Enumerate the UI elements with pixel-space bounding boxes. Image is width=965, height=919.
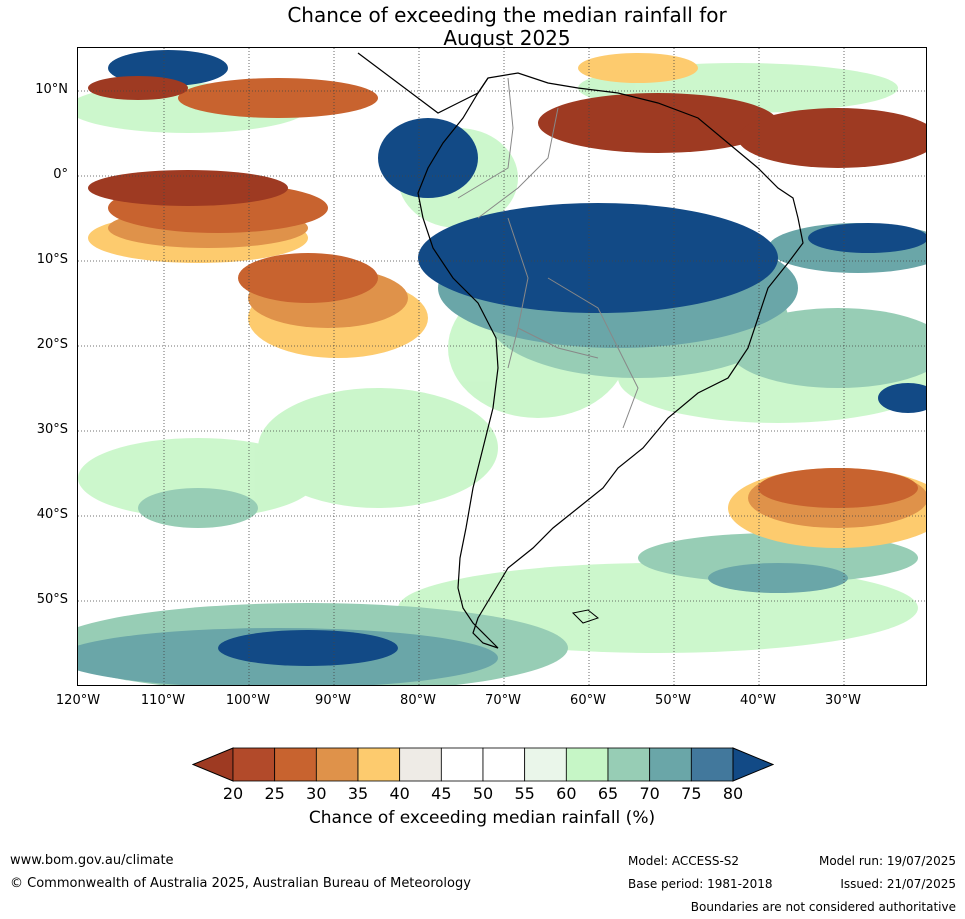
colorbar-segment bbox=[440, 747, 484, 782]
lat-label-10n: 10°N bbox=[35, 82, 68, 97]
lon-label-60w: 60°W bbox=[570, 693, 606, 708]
lat-label-50s: 50°S bbox=[36, 592, 68, 607]
colorbar-tick-label: 45 bbox=[431, 784, 452, 803]
lon-label-80w: 80°W bbox=[400, 693, 436, 708]
colorbar-tick-label: 55 bbox=[514, 784, 535, 803]
footer-url[interactable]: www.bom.gov.au/climate bbox=[10, 853, 174, 868]
lat-label-40s: 40°S bbox=[36, 507, 68, 522]
dark-blue-areas bbox=[108, 50, 926, 666]
colorbar-tick-label: 40 bbox=[389, 784, 410, 803]
lon-label-120w: 120°W bbox=[55, 693, 101, 708]
lat-label-10s: 10°S bbox=[36, 252, 68, 267]
colorbar-tick-label: 80 bbox=[722, 784, 744, 803]
title-line-2: August 2025 bbox=[443, 26, 571, 50]
lon-label-30w: 30°W bbox=[825, 693, 861, 708]
colorbar-tick-label: 35 bbox=[347, 784, 369, 803]
footer-model-run: Model run: 19/07/2025 bbox=[818, 854, 956, 868]
lat-label-0: 0° bbox=[53, 167, 68, 182]
colorbar bbox=[192, 747, 774, 782]
colorbar-tick-label: 60 bbox=[556, 784, 577, 803]
lat-label-20s: 20°S bbox=[36, 337, 68, 352]
footer-copyright: © Commonwealth of Australia 2025, Austra… bbox=[10, 876, 471, 891]
lon-label-50w: 50°W bbox=[655, 693, 691, 708]
colorbar-segment bbox=[607, 747, 651, 782]
colorbar-segment bbox=[524, 747, 567, 782]
footer-issued: Issued: 21/07/2025 bbox=[840, 877, 956, 891]
map-title: Chance of exceeding the median rainfall … bbox=[0, 4, 965, 50]
central-america bbox=[357, 52, 489, 114]
falkland-islands bbox=[571, 609, 600, 624]
footer-model: Model: ACCESS-S2 bbox=[628, 854, 740, 868]
colorbar-under-arrow bbox=[192, 747, 234, 782]
colorbar-tick-label: 25 bbox=[264, 784, 285, 803]
colorbar-label: Chance of exceeding median rainfall (%) bbox=[308, 808, 656, 828]
map-canvas bbox=[78, 48, 926, 685]
rainfall-map[interactable] bbox=[77, 47, 927, 686]
lat-label-30s: 30°S bbox=[36, 422, 68, 437]
colorbar-segment bbox=[315, 747, 359, 782]
lon-label-100w: 100°W bbox=[225, 693, 271, 708]
colorbar-tick-label: 20 bbox=[222, 784, 244, 803]
graticule bbox=[78, 48, 926, 685]
footer-disclaimer: Boundaries are not considered authoritat… bbox=[690, 900, 956, 914]
colorbar-segment bbox=[649, 747, 692, 782]
colorbar-tick-label: 65 bbox=[597, 784, 619, 803]
colorbar-tick-label: 50 bbox=[472, 784, 494, 803]
colorbar-segment bbox=[690, 747, 734, 782]
lon-label-110w: 110°W bbox=[140, 693, 186, 708]
coastline bbox=[417, 72, 804, 649]
colorbar-segment bbox=[274, 747, 317, 782]
colorbar-segment bbox=[357, 747, 401, 782]
country-borders bbox=[457, 77, 639, 429]
colorbar-segment bbox=[399, 747, 442, 782]
lon-label-90w: 90°W bbox=[315, 693, 351, 708]
colorbar-segment bbox=[565, 747, 609, 782]
footer-base-period: Base period: 1981-2018 bbox=[628, 877, 773, 891]
lon-label-70w: 70°W bbox=[485, 693, 521, 708]
lon-label-40w: 40°W bbox=[740, 693, 776, 708]
colorbar-segment bbox=[482, 747, 526, 782]
title-line-1: Chance of exceeding the median rainfall … bbox=[287, 3, 727, 27]
brown-areas bbox=[88, 76, 926, 206]
colorbar-tick-label: 75 bbox=[681, 784, 702, 803]
colorbar-tick-label: 70 bbox=[639, 784, 660, 803]
colorbar-over-arrow bbox=[732, 747, 774, 782]
colorbar-tick-label: 30 bbox=[306, 784, 327, 803]
colorbar-segment bbox=[232, 747, 276, 782]
